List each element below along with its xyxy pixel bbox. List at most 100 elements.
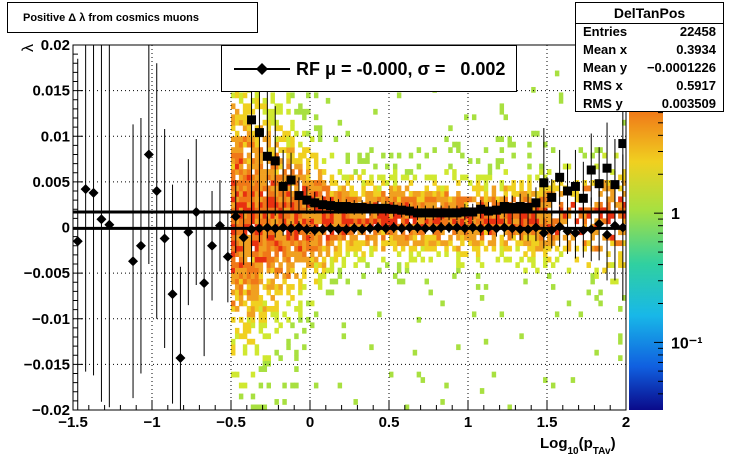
heatmap-cell [250,284,256,290]
data-point-square [436,208,446,218]
heatmap-cell [231,344,236,351]
heatmap-cell [274,327,279,334]
heatmap-cell [294,245,299,252]
heatmap-cell [266,256,271,263]
heatmap-cell [594,163,599,170]
heatmap-cell [539,169,544,175]
heatmap-cell [396,212,402,219]
heatmap-cell [282,174,287,181]
heatmap-cell [290,147,295,153]
heatmap-cell [302,240,307,247]
heatmap-cell [242,267,248,274]
data-point-square [405,206,415,216]
heatmap-cell [325,289,331,296]
heatmap-cell [412,218,418,225]
heatmap-cell [491,212,497,219]
heatmap-cell [582,218,587,225]
heatmap-cell [487,240,493,247]
heatmap-cell [373,185,378,192]
heatmap-cell [258,404,264,410]
heatmap-cell [408,169,414,175]
heatmap-cell [389,212,394,219]
heatmap-cell [578,207,584,214]
heatmap-cell [278,147,283,153]
heatmap-cell [231,251,236,257]
heatmap-cell [231,218,236,225]
heatmap-cell [306,212,311,219]
heatmap-cell [341,223,347,230]
heatmap-cell [266,158,271,164]
heatmap-cell [507,136,512,143]
heatmap-cell [622,174,626,181]
heatmap-cell [511,180,516,186]
heatmap-cell [270,256,275,263]
heatmap-cell [242,201,248,208]
heatmap-cell [471,245,477,252]
y-tick-label: −0.015 [24,356,70,373]
heatmap-cell [428,245,433,252]
heatmap-cell [594,295,599,301]
heatmap-cell [254,141,260,148]
data-point-diamond [554,221,565,232]
heatmap-cell [471,229,477,236]
heatmap-cell [262,229,268,236]
heatmap-cell [349,196,354,203]
heatmap-cell [231,240,236,247]
heatmap-cell [353,191,358,197]
heatmap-cell [495,201,501,208]
heatmap-cell [377,185,382,192]
heatmap-cell [246,316,252,323]
heatmap-cell [448,196,453,203]
heatmap-cell [531,86,536,93]
heatmap-cell [306,158,311,164]
heatmap-cell [424,191,429,197]
data-point-diamond [420,223,431,234]
heatmap-cell [622,240,626,247]
heatmap-cell [238,251,244,257]
stats-row-mean-x: Mean x 0.3934 [583,41,716,59]
heatmap-cell [302,152,307,159]
heatmap-cell [325,234,331,241]
heatmap-cell [365,196,370,203]
heatmap-cell [302,114,307,121]
heatmap-cell [234,92,240,99]
data-point-diamond [602,229,613,240]
heatmap-cell [594,201,599,208]
heatmap-cell [586,289,591,296]
heatmap-cell [286,212,291,219]
heatmap-cell [254,295,260,301]
data-point-square [310,198,320,208]
heatmap-cell [519,185,524,192]
heatmap-cell [238,207,244,214]
heatmap-cell [262,366,268,372]
heatmap-cell [286,251,291,257]
data-point-square [452,208,462,218]
heatmap-cell [614,201,619,208]
heatmap-cell [420,240,426,247]
heatmap-cell [491,201,497,208]
heatmap-cell [574,191,580,197]
heatmap-cell [392,174,398,181]
heatmap-cell [531,240,536,247]
heatmap-cell [246,201,252,208]
heatmap-cell [254,180,260,186]
heatmap-cell [610,240,615,247]
heatmap-cell [298,212,303,219]
heatmap-cell [306,108,311,115]
heatmap-cell [515,218,520,225]
heatmap-cell [377,229,382,236]
heatmap-cell [246,218,252,225]
heatmap-cell [519,234,524,241]
heatmap-cell [270,245,275,252]
heatmap-cell [310,223,315,230]
heatmap-cell [400,218,406,225]
heatmap-cell [274,234,279,241]
heatmap-cell [345,212,350,219]
heatmap-cell [452,245,457,252]
heatmap-cell [535,174,540,181]
heatmap-cell [262,97,268,104]
heatmap-cell [357,196,362,203]
heatmap-cell [495,256,501,263]
heatmap-cell [298,316,303,323]
heatmap-cell [325,207,331,214]
